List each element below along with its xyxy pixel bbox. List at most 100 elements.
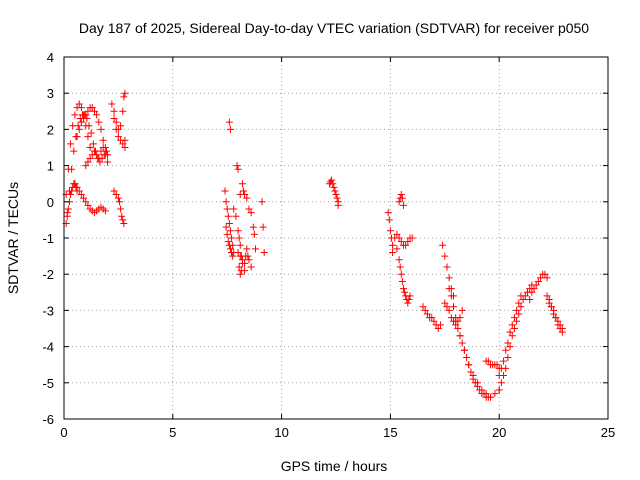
data-point [393, 245, 401, 253]
data-series [110, 187, 128, 228]
data-point [235, 234, 243, 242]
data-point [428, 314, 436, 322]
data-point [495, 386, 503, 394]
y-axis-label: SDTVAR / TECUs [5, 182, 21, 294]
data-series [247, 198, 268, 256]
data-point [84, 158, 92, 166]
data-point [537, 274, 545, 282]
data-series [495, 292, 525, 380]
data-point [508, 321, 516, 329]
data-point [95, 154, 103, 162]
data-point [441, 299, 449, 307]
data-point [73, 183, 81, 191]
data-point [495, 372, 503, 380]
data-point [458, 339, 466, 347]
y-tick-label: -4 [42, 340, 54, 355]
data-point [436, 321, 444, 329]
x-tick-label: 25 [601, 425, 615, 440]
data-point [112, 125, 120, 133]
data-point [238, 256, 246, 264]
data-point [119, 107, 127, 115]
data-point [430, 317, 438, 325]
data-point [243, 245, 251, 253]
data-point [225, 220, 233, 228]
data-series [419, 303, 444, 332]
data-point [88, 104, 96, 112]
x-tick-label: 5 [169, 425, 176, 440]
data-point [224, 212, 232, 220]
data-point [223, 230, 231, 238]
data-point [469, 372, 477, 380]
data-point [404, 238, 412, 246]
data-point [329, 180, 337, 188]
data-point [504, 353, 512, 361]
data-series [222, 223, 237, 260]
data-point [99, 136, 107, 144]
data-point [75, 125, 83, 133]
data-point [398, 277, 406, 285]
data-point [389, 241, 397, 249]
data-series [526, 270, 551, 304]
data-point [513, 306, 521, 314]
data-point [460, 346, 468, 354]
data-series [482, 357, 503, 372]
data-series [445, 285, 492, 401]
data-point [517, 303, 525, 311]
data-point [443, 303, 451, 311]
x-tick-label: 0 [60, 425, 67, 440]
data-point [385, 216, 393, 224]
data-point [399, 285, 407, 293]
data-point [397, 238, 405, 246]
data-point [504, 339, 512, 347]
data-point [232, 212, 240, 220]
x-axis-label: GPS time / hours [281, 458, 388, 474]
data-point [439, 241, 447, 249]
data-point [114, 133, 122, 141]
data-point [235, 263, 243, 271]
data-point [84, 107, 92, 115]
data-point [450, 303, 458, 311]
data-point [497, 379, 505, 387]
data-point [73, 133, 81, 141]
data-point [244, 252, 252, 260]
data-point [419, 303, 427, 311]
data-point [513, 317, 521, 325]
data-point [110, 107, 118, 115]
data-point [541, 270, 549, 278]
data-point [247, 263, 255, 271]
data-series [325, 176, 342, 209]
data-point [506, 343, 514, 351]
data-point [258, 198, 266, 206]
data-point [114, 194, 122, 202]
data-point [101, 207, 109, 215]
data-point [386, 227, 394, 235]
data-point [482, 390, 490, 398]
x-tick-label: 15 [383, 425, 397, 440]
data-point [222, 198, 230, 206]
data-point [119, 140, 127, 148]
data-point [245, 205, 253, 213]
data-point [96, 158, 104, 166]
data-point [247, 209, 255, 217]
data-point [401, 288, 409, 296]
data-point [64, 205, 72, 213]
data-point [121, 144, 129, 151]
data-point [260, 248, 268, 256]
data-point [226, 125, 234, 133]
data-series [82, 144, 112, 170]
data-point [445, 274, 453, 282]
data-point [384, 209, 392, 217]
data-point [95, 118, 103, 126]
data-point [408, 234, 416, 242]
data-point [456, 332, 464, 340]
data-series [110, 115, 129, 151]
data-point [251, 245, 259, 253]
data-point [486, 393, 494, 401]
data-point [491, 390, 499, 398]
data-point [90, 147, 98, 155]
data-point [543, 274, 551, 282]
data-point [447, 292, 455, 300]
data-point [224, 238, 232, 246]
data-point [332, 191, 340, 199]
data-point [554, 321, 562, 329]
